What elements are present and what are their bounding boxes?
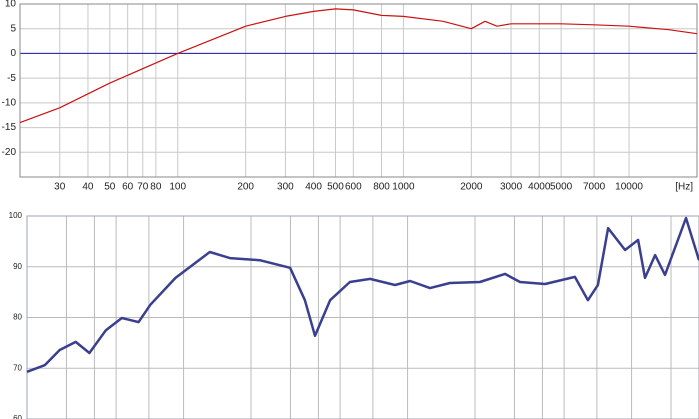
x-tick-label: 600 — [345, 182, 362, 193]
x-tick-label: 40 — [82, 182, 94, 193]
x-tick-label: 80 — [150, 182, 162, 193]
y-tick-label: -15 — [2, 122, 17, 133]
plot-border — [26, 215, 699, 419]
y-tick-label: 90 — [13, 262, 22, 271]
y-tick-label: 10 — [5, 0, 17, 10]
x-tick-label: 500 — [327, 182, 344, 193]
x-tick-label: 50 — [104, 182, 116, 193]
x-tick-label: 400 — [305, 182, 322, 193]
x-tick-label: 2000 — [460, 182, 483, 193]
plot-border — [19, 3, 698, 178]
x-tick-label: 3000 — [500, 182, 523, 193]
y-tick-label: 0 — [10, 48, 16, 59]
response-line — [19, 8, 698, 124]
y-tick-label: 100 — [9, 211, 23, 220]
x-tick-label: 1000 — [392, 182, 415, 193]
x-tick-label: 10000 — [615, 182, 643, 193]
y-tick-label: -5 — [7, 73, 16, 84]
x-tick-label: 300 — [277, 182, 294, 193]
x-tick-label: 100 — [169, 182, 186, 193]
x-tick-label: 30 — [54, 182, 66, 193]
x-axis-label: [Hz] — [675, 182, 693, 193]
x-tick-label: 60 — [122, 182, 134, 193]
x-tick-label: 7000 — [583, 182, 606, 193]
response-line — [26, 216, 699, 373]
x-tick-label: 200 — [237, 182, 254, 193]
x-tick-label: 4000 — [528, 182, 551, 193]
y-tick-label: 70 — [13, 363, 22, 372]
y-tick-label: 5 — [10, 23, 16, 34]
y-tick-label: 60 — [13, 414, 22, 419]
x-tick-label: 5000 — [550, 182, 573, 193]
y-tick-label: -10 — [2, 97, 17, 108]
x-tick-label: 800 — [373, 182, 390, 193]
y-tick-label: -20 — [2, 147, 17, 158]
y-tick-label: 80 — [13, 313, 22, 322]
x-tick-label: 70 — [137, 182, 149, 193]
